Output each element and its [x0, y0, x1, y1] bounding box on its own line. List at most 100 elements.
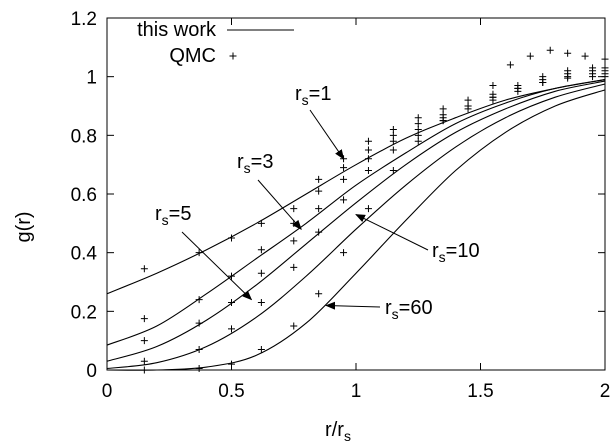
qmc-points: [140, 46, 609, 374]
qmc-point-rs-3: [340, 164, 348, 172]
model-line-rs-1: [106, 79, 606, 295]
arrow-rs-3: [257, 179, 302, 230]
qmc-point-rs-60: [290, 322, 298, 330]
qmc-point-rs-3: [364, 146, 372, 154]
qmc-point-rs-5: [315, 205, 323, 213]
qmc-point-rs-60: [195, 365, 203, 373]
qmc-point-rs-10: [290, 263, 298, 271]
qmc-point-rs-1: [195, 249, 203, 257]
y-tick-label: 0.8: [71, 126, 97, 147]
arrow-rs-5: [181, 231, 253, 301]
qmc-point-rs-5: [414, 125, 422, 133]
annotation-rs-3: rs=3: [237, 151, 273, 176]
qmc-point-rs-60: [340, 249, 348, 257]
qmc-point-rs-60: [257, 345, 265, 353]
annotation-rs-10: rs=10: [432, 240, 480, 265]
qmc-point-rs-3: [195, 296, 203, 304]
qmc-point-rs-1: [506, 61, 514, 69]
qmc-point-rs-1: [140, 265, 148, 273]
model-line-rs-60: [106, 89, 606, 371]
qmc-point-rs-60: [364, 205, 372, 213]
qmc-point-rs-60: [539, 79, 547, 87]
annotation-sub: s: [439, 249, 446, 265]
qmc-point-rs-10: [257, 299, 265, 307]
x-tick-label: 0: [102, 381, 113, 402]
model-line-rs-5: [106, 80, 606, 362]
qmc-point-rs-10: [340, 196, 348, 204]
qmc-point-rs-10: [228, 325, 235, 333]
x-tick-label: 1.5: [467, 381, 493, 402]
arrow-rs-10: [355, 214, 429, 251]
qmc-point-rs-60: [589, 73, 597, 81]
y-tick-label: 1.2: [71, 9, 97, 30]
qmc-point-rs-10: [140, 357, 148, 365]
annotation-suffix: =3: [251, 151, 274, 173]
qmc-point-rs-10: [195, 345, 203, 353]
y-axis-label: g(r): [13, 211, 35, 242]
qmc-point-rs-3: [228, 272, 235, 280]
tick-labels: 0 0.5 1 1.5 2 0 0.2 0.4 0.6 0.8 1 1.2: [71, 9, 611, 402]
x-axis-label-sub: s: [344, 428, 351, 444]
arrow-rs-1: [309, 109, 345, 160]
legend-plus-mark: [229, 52, 237, 60]
annotation-prefix: r: [432, 240, 439, 262]
annotation-sub: s: [302, 92, 309, 108]
annotation-sub: s: [392, 306, 399, 322]
y-tick-label: 0: [86, 361, 97, 382]
qmc-point-rs-60: [464, 102, 472, 110]
arrow-rs-60: [325, 301, 381, 310]
qmc-point-rs-60: [439, 117, 447, 125]
qmc-point-rs-60: [489, 93, 497, 101]
qmc-point-rs-1: [290, 205, 298, 213]
y-tick-label: 0.4: [71, 244, 98, 265]
qmc-point-rs-5: [290, 237, 298, 245]
x-axis-label-main: r/r: [325, 419, 344, 441]
annotation-rs-5: rs=5: [155, 203, 191, 228]
qmc-point-rs-3: [257, 246, 265, 254]
qmc-point-rs-5: [364, 155, 372, 163]
x-tick-label: 2: [600, 381, 611, 402]
qmc-point-rs-1: [414, 114, 422, 122]
legend: this work QMC: [137, 19, 294, 67]
annotation-prefix: r: [237, 151, 244, 173]
annotation-rs-60: rs=60: [385, 297, 433, 322]
qmc-point-rs-1: [564, 49, 572, 57]
qmc-point-rs-5: [389, 137, 397, 145]
qmc-point-rs-1: [439, 105, 447, 113]
qmc-point-rs-60: [564, 74, 572, 82]
annotation-suffix: =10: [446, 240, 480, 262]
qmc-point-rs-1: [228, 234, 235, 242]
x-axis-label: r/rs: [325, 419, 351, 444]
qmc-point-rs-5: [195, 319, 203, 327]
qmc-point-rs-3: [315, 187, 323, 195]
qmc-point-rs-10: [389, 146, 397, 154]
legend-plus-marker: [229, 52, 237, 60]
qmc-point-rs-1: [546, 46, 554, 54]
qmc-point-rs-1: [257, 219, 265, 227]
y-tick-label: 0.2: [71, 302, 97, 323]
qmc-point-rs-60: [389, 167, 397, 175]
annotation-suffix: =60: [399, 297, 433, 319]
annotation-sub: s: [162, 212, 169, 228]
qmc-point-rs-60: [514, 84, 522, 92]
annotation-sub: s: [244, 160, 251, 176]
qmc-point-rs-1: [581, 52, 589, 60]
qmc-point-rs-10: [364, 167, 372, 175]
x-tick-label: 0.5: [218, 381, 244, 402]
qmc-point-rs-1: [315, 175, 323, 183]
y-tick-label: 1: [86, 68, 97, 89]
annotation-arrows: [181, 109, 429, 310]
axis-ticks: [106, 17, 606, 371]
qmc-point-rs-1: [526, 52, 534, 60]
qmc-point-rs-3: [389, 131, 397, 139]
legend-label-qmc: QMC: [169, 45, 216, 67]
qmc-point-rs-10: [315, 228, 323, 236]
plot-frame: [106, 17, 606, 371]
model-line-rs-10: [106, 83, 606, 370]
qmc-point-rs-1: [464, 96, 472, 104]
qmc-point-rs-5: [140, 337, 148, 345]
annotation-rs-1: rs=1: [295, 83, 331, 108]
annotation-prefix: r: [295, 83, 302, 105]
